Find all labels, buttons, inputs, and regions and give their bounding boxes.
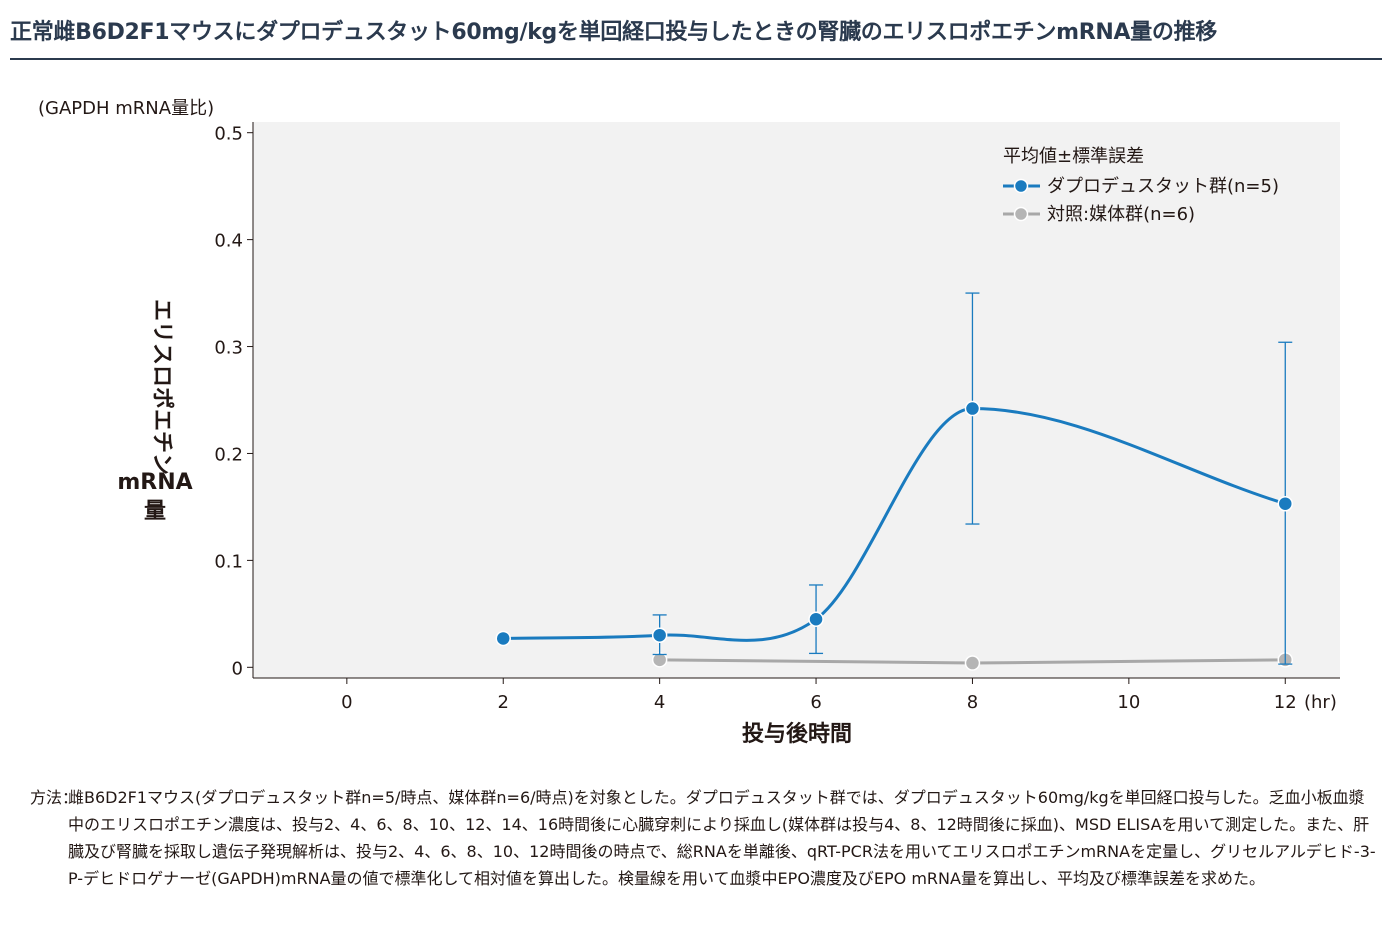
legend-title: 平均値±標準誤差: [1003, 146, 1144, 167]
y-tick-label: 0.5: [214, 124, 243, 145]
x-tick-label: 4: [654, 692, 665, 713]
series-line-daprodustat: [503, 407, 1286, 642]
y-axis-label-line1: エリスロポエチン: [149, 299, 175, 475]
y-axis-label-line3: 量: [144, 499, 166, 524]
legend-label-vehicle: 対照:媒体群(n=6): [1047, 204, 1195, 225]
series-vehicle: [651, 652, 1294, 671]
chart: 0 0.1 0.2 0.3 0.4 0.5 0 2 4 6 8 10 12 (GAPDH mRNA量比…: [38, 98, 1340, 747]
legend: 平均値±標準誤差 ダプロデュスタット群(n=5) 対照:媒体群(n=6): [1003, 146, 1279, 225]
x-tick-label: 8: [967, 692, 978, 713]
x-tick-label: 0: [341, 692, 352, 713]
title-divider: [10, 58, 1382, 60]
series-daprodustat: [495, 292, 1294, 665]
plot-background: [253, 122, 1340, 678]
x-tick-label: 2: [498, 692, 509, 713]
x-tick-label: 6: [810, 692, 821, 713]
x-unit-label: (hr): [1304, 692, 1337, 713]
y-tick-label: 0.2: [214, 444, 243, 465]
methods-note: 方法： 雌B6D2F1マウス(ダプロデュスタット群n=5/時点、媒体群n=6/時…: [30, 784, 1380, 892]
x-tick-label: 10: [1117, 692, 1140, 713]
chart-title: 正常雌B6D2F1マウスにダプロデュスタット60mg/kgを単回経口投与したとき…: [10, 20, 1217, 45]
y-axis-label-line2: mRNA: [117, 470, 192, 495]
data-point-daprodustat: [495, 630, 511, 647]
x-ticks: 0 2 4 6 8 10 12: [341, 678, 1297, 713]
series-layer: [495, 292, 1294, 671]
methods-text: 雌B6D2F1マウス(ダプロデュスタット群n=5/時点、媒体群n=6/時点)を対…: [68, 788, 1376, 888]
y-ticks: 0 0.1 0.2 0.3 0.4 0.5: [214, 124, 253, 679]
legend-marker-vehicle: [1013, 206, 1029, 222]
data-point-daprodustat: [1277, 495, 1294, 512]
data-point-daprodustat: [808, 611, 824, 627]
y-tick-label: 0.3: [214, 338, 243, 359]
data-point-daprodustat: [651, 627, 668, 643]
data-point-vehicle: [964, 655, 981, 671]
x-axis-label: 投与後時間: [742, 721, 852, 747]
data-point-daprodustat: [964, 400, 981, 417]
y-tick-label: 0.4: [214, 231, 243, 252]
legend-marker-daprodustat: [1013, 178, 1029, 194]
legend-label-daprodustat: ダプロデュスタット群(n=5): [1047, 176, 1279, 197]
x-tick-label: 12: [1274, 692, 1297, 713]
y-unit-label: (GAPDH mRNA量比): [38, 98, 214, 119]
y-tick-label: 0: [232, 658, 243, 679]
methods-label: 方法：: [30, 788, 79, 807]
y-tick-label: 0.1: [214, 551, 243, 572]
